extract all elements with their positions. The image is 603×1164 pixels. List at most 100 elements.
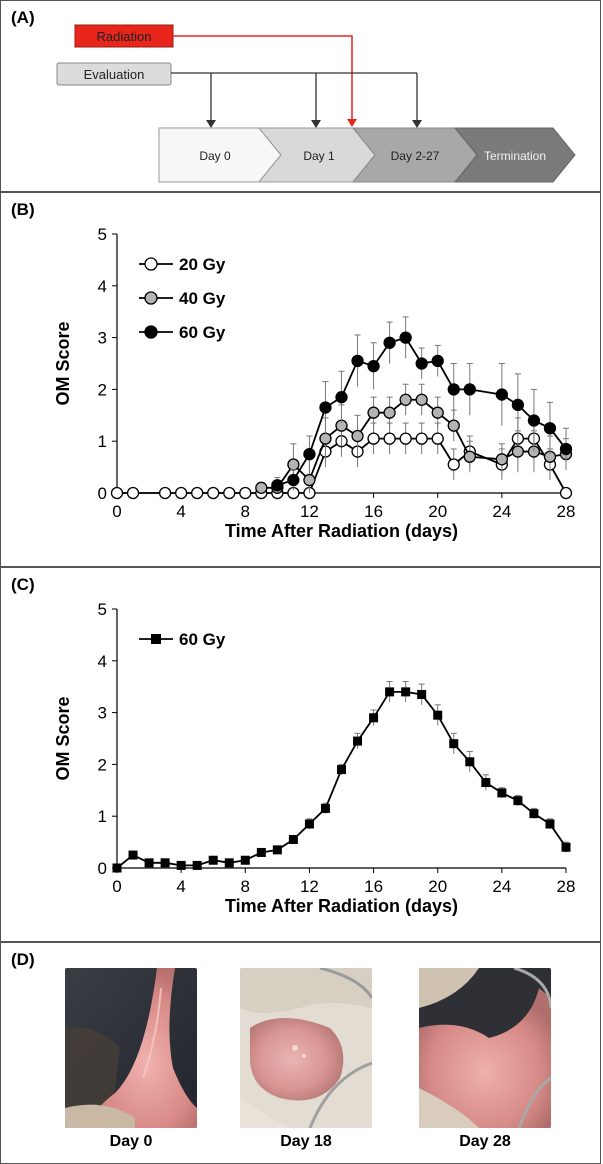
series-60-gy	[112, 681, 571, 873]
y-tick-label: 1	[98, 432, 107, 451]
x-tick-label: 0	[112, 877, 121, 896]
x-axis-label: Time After Radiation (days)	[225, 521, 458, 541]
stage-chevron-termination	[453, 127, 576, 183]
data-point	[431, 406, 444, 419]
x-tick-label: 8	[241, 877, 250, 896]
x-tick-label: 28	[557, 502, 576, 521]
x-tick-label: 20	[428, 502, 447, 521]
data-point	[495, 453, 509, 466]
data-point	[351, 354, 364, 368]
data-point	[303, 447, 316, 461]
data-point	[337, 765, 346, 775]
x-tick-label: 28	[557, 877, 576, 896]
data-point	[463, 450, 476, 463]
data-point	[144, 858, 154, 868]
data-point	[415, 432, 428, 445]
y-tick-label: 2	[98, 380, 107, 399]
data-point	[192, 860, 202, 870]
y-tick-label: 0	[98, 484, 107, 503]
y-tick-label: 3	[98, 704, 107, 723]
data-point	[463, 383, 476, 396]
timeline-diagram: Radiation Evaluation Day 0 Day 1 Day 2-2…	[56, 24, 576, 183]
photo-caption-day0: Day 0	[109, 1133, 153, 1150]
data-point	[319, 401, 332, 414]
data-point	[559, 442, 573, 456]
x-tick-label: 8	[241, 502, 250, 521]
x-axis-label: Time After Radiation (days)	[225, 896, 458, 916]
data-point	[110, 486, 124, 500]
evaluation-arrow-day0	[206, 120, 216, 128]
photo-caption-day28: Day 28	[459, 1133, 511, 1150]
data-point	[383, 432, 396, 445]
x-tick-label: 24	[492, 877, 511, 896]
evaluation-box	[56, 62, 172, 86]
legend-label: 60 Gy	[179, 323, 226, 342]
data-point	[208, 855, 218, 865]
data-point	[383, 406, 396, 419]
panel-label-a: (A)	[11, 8, 35, 27]
data-point	[383, 336, 396, 349]
data-point	[447, 383, 460, 396]
y-tick-label: 0	[98, 859, 107, 878]
x-tick-label: 12	[300, 502, 319, 521]
radiation-arrowhead	[347, 119, 357, 127]
data-point	[399, 393, 412, 406]
legend: 20 Gy 40 Gy 60 Gy	[139, 255, 226, 342]
data-point	[191, 486, 204, 500]
panel-label-d: (D)	[11, 950, 35, 969]
y-tick-label: 4	[98, 277, 107, 296]
data-point	[481, 778, 491, 788]
y-axis-label: OM Score	[53, 696, 73, 780]
data-point	[417, 689, 427, 699]
data-point	[543, 422, 557, 435]
y-tick-label: 1	[98, 807, 107, 826]
data-point	[271, 479, 284, 492]
data-point	[511, 398, 525, 412]
data-point	[465, 757, 475, 767]
data-point	[385, 687, 395, 697]
data-point	[415, 357, 428, 370]
data-point	[399, 331, 412, 344]
data-point	[497, 788, 507, 798]
evaluation-label: Evaluation	[84, 67, 145, 82]
data-point	[288, 835, 298, 845]
radiation-line	[173, 35, 353, 119]
data-point	[559, 486, 573, 500]
data-point	[351, 429, 364, 443]
legend: 60 Gy	[139, 630, 226, 649]
data-point	[353, 736, 363, 746]
data-point	[399, 432, 412, 445]
panel-c-chart: (C) 0 1 2 3 4 5 0 4 8 12 16 20 24 28 Time After Radiat…	[0, 567, 601, 942]
data-point	[529, 809, 539, 819]
data-point	[369, 713, 379, 723]
data-point	[335, 391, 348, 404]
data-point	[158, 486, 172, 500]
x-tick-label: 24	[492, 502, 511, 521]
legend-label: 60 Gy	[179, 630, 226, 649]
y-tick-label: 5	[98, 225, 107, 244]
photo-caption-day18: Day 18	[280, 1133, 332, 1150]
data-point	[239, 486, 252, 500]
data-point	[447, 458, 460, 471]
data-point	[401, 687, 411, 697]
data-point	[431, 432, 444, 445]
y-tick-label: 3	[98, 329, 107, 348]
stage-label-day2-27: Day 2-27	[391, 149, 440, 163]
data-point	[433, 710, 443, 720]
data-point	[367, 432, 380, 445]
x-tick-label: 16	[364, 502, 383, 521]
data-point	[303, 473, 316, 487]
data-point	[304, 819, 314, 829]
legend-marker	[144, 291, 158, 305]
data-point	[367, 359, 380, 373]
y-tick-label: 5	[98, 600, 107, 619]
radiation-label: Radiation	[97, 29, 152, 44]
data-point	[431, 354, 444, 368]
stage-label-day0: Day 0	[199, 149, 231, 163]
photo-day28	[419, 968, 551, 1128]
data-point	[126, 486, 140, 500]
data-point	[224, 858, 234, 868]
legend-label: 20 Gy	[179, 255, 226, 274]
photo-day0	[65, 968, 197, 1128]
